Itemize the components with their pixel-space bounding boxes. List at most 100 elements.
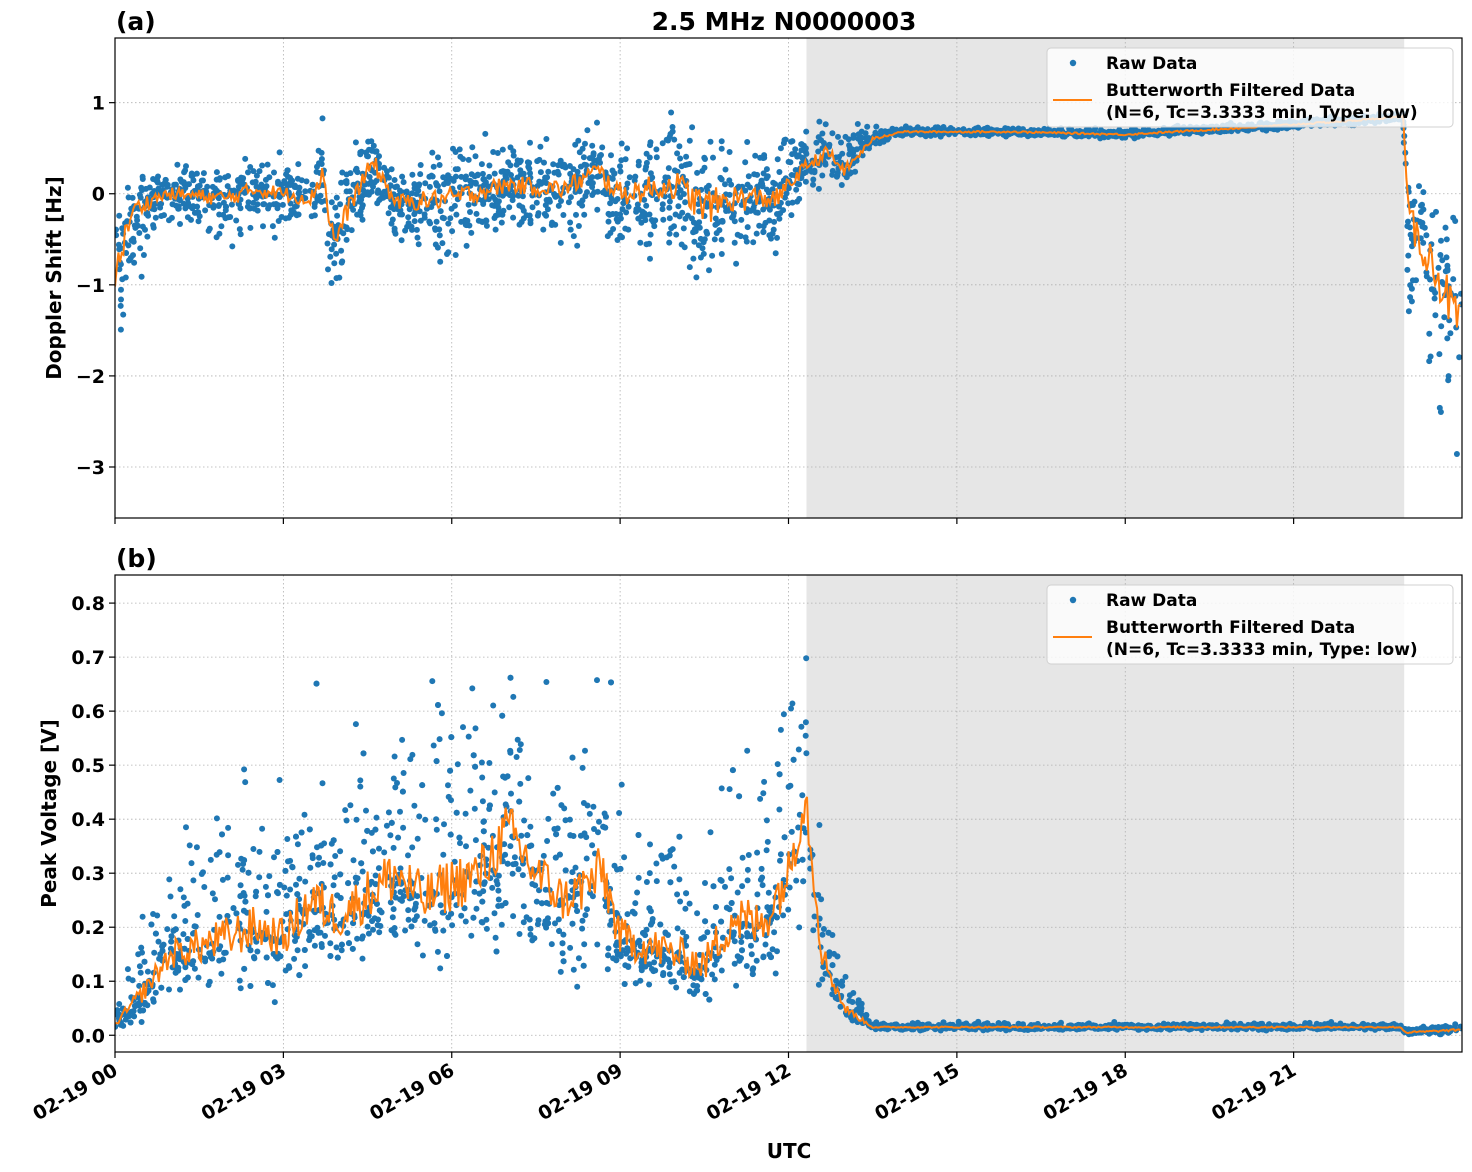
- raw-point: [440, 927, 447, 934]
- raw-point: [411, 802, 418, 809]
- raw-point: [405, 214, 412, 221]
- raw-point: [728, 181, 735, 188]
- raw-point: [263, 183, 270, 190]
- raw-point: [195, 218, 202, 225]
- raw-point: [764, 173, 771, 180]
- raw-point: [447, 767, 454, 774]
- raw-point: [694, 910, 701, 917]
- raw-point: [613, 211, 619, 217]
- raw-point: [219, 876, 226, 883]
- raw-point: [524, 159, 531, 166]
- raw-point: [292, 203, 298, 210]
- raw-point: [390, 775, 397, 782]
- raw-point: [686, 900, 693, 907]
- raw-point: [128, 237, 135, 244]
- raw-point: [123, 250, 130, 256]
- raw-point: [392, 784, 399, 791]
- raw-point: [241, 857, 248, 864]
- raw-point: [1443, 236, 1450, 243]
- raw-point: [538, 900, 545, 907]
- raw-point: [674, 150, 681, 157]
- raw-point: [311, 203, 318, 210]
- raw-point: [412, 904, 419, 911]
- raw-point: [1405, 252, 1412, 259]
- raw-point: [815, 148, 822, 155]
- raw-point: [472, 180, 479, 187]
- raw-point: [220, 199, 227, 206]
- raw-point: [1407, 231, 1414, 238]
- raw-point: [138, 944, 145, 951]
- raw-point: [126, 257, 132, 264]
- raw-point: [164, 183, 171, 190]
- raw-point: [388, 166, 395, 173]
- raw-point: [138, 184, 145, 191]
- raw-point: [227, 214, 234, 220]
- raw-point: [137, 969, 144, 976]
- raw-point: [363, 807, 369, 814]
- raw-point: [429, 678, 436, 685]
- raw-point: [646, 240, 653, 247]
- raw-point: [266, 873, 273, 880]
- raw-point: [237, 231, 244, 238]
- raw-point: [842, 133, 849, 140]
- raw-point: [482, 130, 489, 137]
- raw-point: [215, 195, 222, 202]
- raw-point: [470, 914, 477, 921]
- raw-point: [213, 815, 220, 822]
- raw-point: [679, 929, 686, 936]
- raw-point: [717, 876, 724, 883]
- raw-point: [785, 906, 792, 913]
- raw-point: [357, 783, 364, 790]
- raw-point: [744, 139, 751, 145]
- raw-point: [555, 202, 562, 209]
- raw-point: [516, 221, 523, 228]
- raw-point: [468, 229, 475, 236]
- raw-point: [241, 965, 248, 972]
- raw-point: [449, 228, 456, 235]
- raw-point: [465, 156, 472, 163]
- raw-point: [1408, 285, 1415, 292]
- raw-point: [763, 847, 770, 854]
- raw-point: [486, 760, 493, 766]
- raw-point: [456, 146, 463, 153]
- raw-point: [691, 238, 698, 245]
- raw-point: [693, 274, 700, 281]
- raw-point: [354, 211, 361, 218]
- raw-point: [1417, 219, 1424, 226]
- raw-point: [1442, 224, 1449, 231]
- raw-point: [125, 975, 132, 982]
- raw-point: [365, 930, 372, 937]
- raw-point: [674, 925, 681, 932]
- raw-point: [675, 203, 682, 210]
- raw-point: [730, 210, 737, 216]
- raw-point: [478, 759, 485, 766]
- raw-point: [437, 965, 444, 972]
- raw-point: [262, 883, 269, 890]
- raw-point: [167, 893, 174, 900]
- raw-point: [763, 166, 770, 173]
- raw-point: [621, 854, 628, 861]
- raw-point: [338, 947, 345, 954]
- raw-point: [302, 188, 309, 195]
- raw-point: [534, 921, 541, 928]
- raw-point: [819, 931, 826, 938]
- raw-point: [745, 173, 752, 180]
- raw-point: [570, 233, 577, 240]
- raw-point: [405, 907, 412, 914]
- raw-point: [218, 223, 225, 230]
- raw-point: [599, 144, 606, 151]
- raw-point: [652, 217, 659, 224]
- raw-point: [281, 178, 288, 185]
- raw-point: [666, 964, 673, 971]
- raw-point: [465, 733, 472, 740]
- raw-point: [569, 754, 576, 761]
- raw-point: [873, 123, 880, 130]
- raw-point: [437, 258, 444, 265]
- raw-point: [397, 187, 403, 194]
- raw-point: [544, 174, 551, 181]
- raw-point: [551, 826, 558, 832]
- raw-point: [220, 211, 227, 218]
- raw-point: [430, 163, 437, 170]
- raw-point: [723, 208, 730, 214]
- raw-point: [116, 266, 123, 273]
